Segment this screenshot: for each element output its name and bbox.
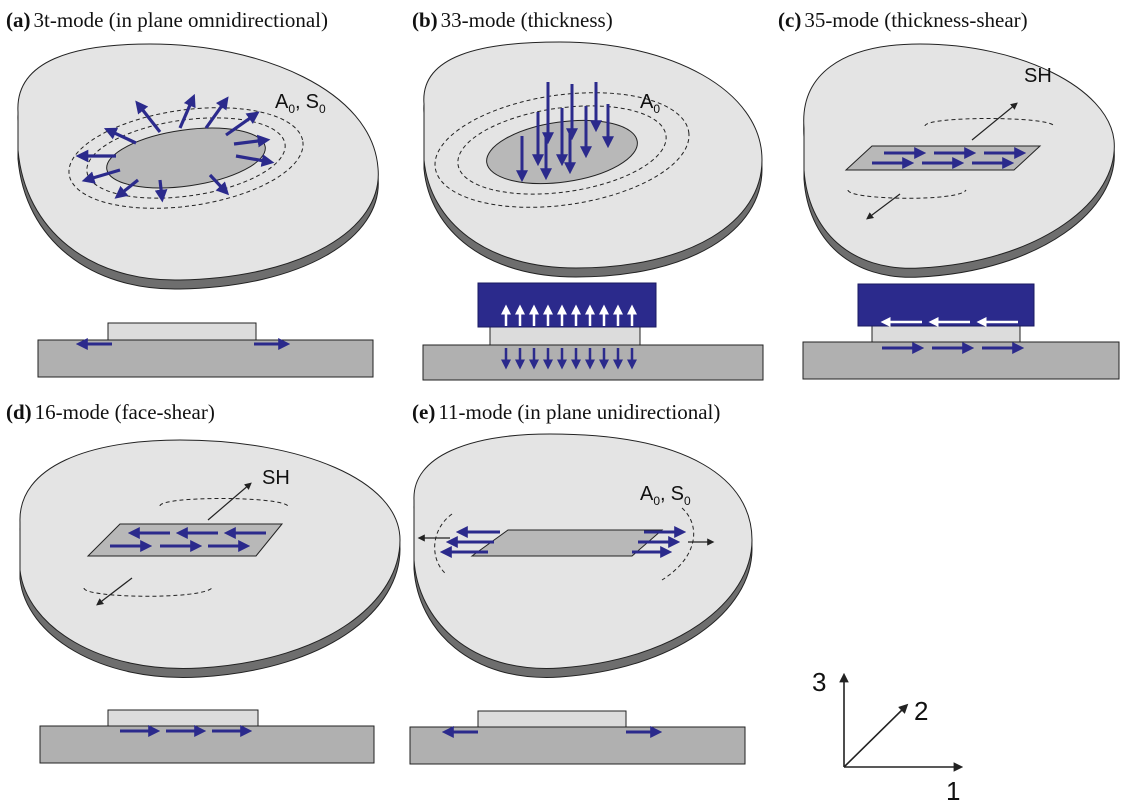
panel-a-substrate xyxy=(37,339,374,378)
panel-d-text: 16-mode (face-shear) xyxy=(34,400,215,424)
panel-c-patch xyxy=(844,145,1042,171)
panel-c-title: (c) 35-mode (thickness-shear) xyxy=(778,8,1028,33)
panel-b-title: (b) 33-mode (thickness) xyxy=(412,8,613,33)
panel-b-label: (b) xyxy=(412,8,438,32)
panel-d-wave-contours xyxy=(83,498,289,597)
panel-e-wave-label: A0, S0 xyxy=(640,483,691,508)
panel-b-actuator xyxy=(477,282,657,328)
panel-b-wave-label: A0 xyxy=(640,91,660,116)
panel-e-label: (e) xyxy=(412,400,436,424)
panel-b-section-patch xyxy=(489,326,641,346)
panel-c-text: 35-mode (thickness-shear) xyxy=(804,8,1028,32)
panel-e-wave-contours xyxy=(434,507,695,581)
panel-c-actuator xyxy=(857,283,1035,327)
axis-1-label: 1 xyxy=(946,776,960,803)
axis-3-label: 3 xyxy=(812,667,826,697)
panel-c-label: (c) xyxy=(778,8,802,32)
panel-d-plate xyxy=(19,439,401,679)
panel-d-title: (d) 16-mode (face-shear) xyxy=(6,400,215,425)
panel-c-wave-label: SH xyxy=(1024,65,1052,87)
panel-a-radial-arrows xyxy=(75,93,275,203)
panel-e-patch xyxy=(470,529,664,557)
panel-e-propagation-arrows xyxy=(417,534,715,546)
panel-d-label: (d) xyxy=(6,400,32,424)
panel-c-section-patch xyxy=(871,325,1021,343)
panel-b-substrate xyxy=(422,344,764,381)
panel-d-wave-label: SH xyxy=(262,467,290,489)
panel-b-down-arrows xyxy=(501,348,637,370)
panel-d-substrate xyxy=(39,725,375,764)
panel-a-wave-label: A0, S0 xyxy=(275,91,326,116)
panel-e-title: (e) 11-mode (in plane unidirectional) xyxy=(412,400,720,425)
panel-b-wave-contours xyxy=(434,92,690,208)
panel-a-section-patch xyxy=(107,322,257,341)
panel-e-text: 11-mode (in plane unidirectional) xyxy=(438,400,721,424)
panel-c-shear-arrows xyxy=(872,147,1027,169)
axes-triad xyxy=(839,672,964,772)
axis-2-label: 2 xyxy=(914,696,928,726)
panel-b-white-arrows xyxy=(501,304,637,326)
panel-a-title: (a) 3t-mode (in plane omnidirectional) xyxy=(6,8,328,33)
panel-b-vertical-arrows xyxy=(516,82,614,183)
panel-d-patch xyxy=(86,523,284,557)
panel-a-label: (a) xyxy=(6,8,31,32)
panel-d-section-patch xyxy=(107,709,259,727)
panel-e-left-arrows xyxy=(439,526,500,558)
panel-c-wave-contours xyxy=(847,118,1055,199)
panel-d-sh-arrows xyxy=(96,482,252,606)
panel-e-section-patch xyxy=(477,710,627,728)
panel-c-sh-arrows xyxy=(866,102,1018,220)
panel-a-text: 3t-mode (in plane omnidirectional) xyxy=(33,8,329,32)
panel-e-right-arrows xyxy=(632,526,687,558)
panel-b-text: 33-mode (thickness) xyxy=(440,8,613,32)
